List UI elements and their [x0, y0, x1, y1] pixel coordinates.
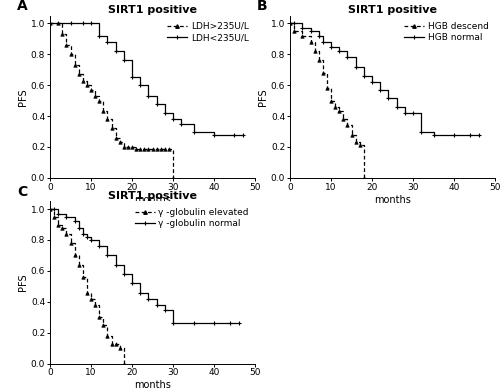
- Text: C: C: [17, 185, 28, 199]
- Text: B: B: [257, 0, 268, 13]
- Text: A: A: [17, 0, 28, 13]
- Legend: γ -globulin elevated, γ -globulin normal: γ -globulin elevated, γ -globulin normal: [133, 206, 250, 230]
- Title: SIRT1 positive: SIRT1 positive: [108, 190, 197, 201]
- Title: SIRT1 positive: SIRT1 positive: [108, 5, 197, 15]
- X-axis label: months: months: [134, 380, 171, 390]
- Y-axis label: PFS: PFS: [18, 88, 28, 106]
- Legend: HGB descend, HGB normal: HGB descend, HGB normal: [402, 20, 490, 44]
- Y-axis label: PFS: PFS: [258, 88, 268, 106]
- Y-axis label: PFS: PFS: [18, 274, 28, 291]
- X-axis label: months: months: [374, 195, 411, 204]
- Legend: LDH>235U/L, LDH<235U/L: LDH>235U/L, LDH<235U/L: [166, 20, 250, 44]
- X-axis label: months: months: [134, 195, 171, 204]
- Title: SIRT1 positive: SIRT1 positive: [348, 5, 437, 15]
